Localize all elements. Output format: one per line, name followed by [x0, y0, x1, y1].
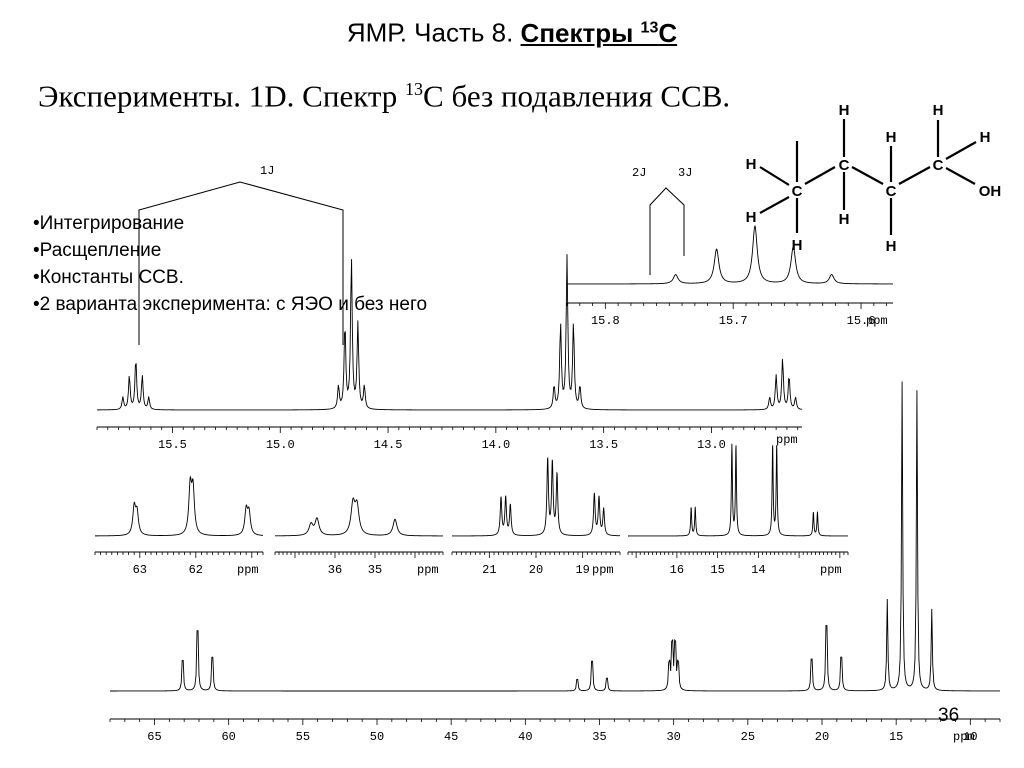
hydrogen-4: H [839, 102, 850, 119]
bullet-splitting: •Расщепление [33, 240, 162, 261]
tick-label: 10 [963, 730, 977, 744]
carbon-1: C [792, 183, 803, 200]
tick-label: 13.5 [589, 438, 618, 452]
tick-label: 15.6 [847, 314, 876, 328]
carbon-3: C [886, 183, 897, 200]
hydrogen-1: H [746, 156, 757, 173]
tick-label: 16 [670, 563, 684, 577]
ppm-unit-label: ppm [237, 563, 259, 577]
spectrum-exp-21: 21 20 19 ppm [451, 457, 621, 577]
spectrum-trace [95, 475, 264, 537]
tick-label: 19 [575, 563, 589, 577]
title-element: C [658, 17, 678, 48]
slide-subtitle: Эксперименты. 1D. Спектр 13C без подавле… [38, 70, 730, 115]
subtitle-suffix: C без подавления ССВ. [423, 78, 731, 114]
ppm-unit-label: ppm [820, 563, 842, 577]
tick-label: 36 [328, 563, 342, 577]
tick-label: 63 [133, 563, 147, 577]
tick-label: 21 [482, 563, 496, 577]
spectrum-exp-15.8: 15.5 15.0 14.5 14.0 13.5 13.0 ppm [96, 254, 803, 452]
title-prefix: ЯМР. Часть 8. [346, 17, 521, 48]
tick-label: 20 [815, 730, 829, 744]
bullet-integration: •Интегрирование [33, 213, 185, 234]
tick-label: 15.8 [591, 314, 620, 328]
tick-label: 35 [592, 730, 606, 744]
tick-label: 25 [741, 730, 755, 744]
ppm-unit-label: ppm [866, 314, 888, 328]
hydrogen-7: H [886, 238, 897, 255]
spectrum-exp-36: 36 35 ppm [274, 497, 444, 577]
tick-label: 45 [444, 730, 458, 744]
one-j-bracket [138, 181, 344, 345]
title-spectra: Спектры 13C [521, 18, 678, 48]
tick-label: 20 [529, 563, 543, 577]
hydroxyl-group: OH [979, 183, 1002, 200]
subtitle-isotope: 13 [405, 79, 424, 99]
hydrogen-6: H [886, 129, 897, 146]
spectrum-trace [451, 457, 620, 537]
hydrogen-5: H [839, 211, 850, 228]
tick-label: 62 [189, 563, 203, 577]
three-j-label: 3J [678, 166, 692, 180]
subtitle-prefix: Эксперименты. 1D. Спектр [38, 78, 406, 114]
ppm-unit-label: ppm [953, 730, 975, 744]
tick-label: 55 [296, 730, 310, 744]
tick-label: 30 [666, 730, 680, 744]
tick-label: 13.0 [697, 438, 726, 452]
carbon-4: C [933, 157, 944, 174]
tick-label: 50 [370, 730, 384, 744]
spectrum-exp-63: 63 62 ppm [94, 475, 264, 577]
ppm-unit-label: ppm [592, 563, 614, 577]
hydrogen-2: H [746, 209, 757, 226]
coupling-brackets [138, 181, 685, 345]
one-j-label: 1J [260, 164, 274, 178]
spectrum-trace [275, 497, 443, 537]
spectrum-trace [110, 381, 1000, 692]
tick-label: 15.5 [158, 438, 187, 452]
two-three-j-bracket [649, 187, 685, 275]
hydrogen-3: H [792, 237, 803, 254]
title-isotope: 13 [640, 19, 659, 36]
tick-label: 15.0 [266, 438, 295, 452]
bullet-list: •Интегрирование •Расщепление •Константы … [33, 210, 427, 318]
tick-label: 14 [751, 563, 765, 577]
hydrogen-9: H [980, 129, 991, 146]
carbon-2: C [839, 157, 850, 174]
bullet-coupling-constants: •Константы ССВ. [33, 267, 184, 288]
spectrum-trace [628, 443, 848, 537]
tick-label: 14.0 [481, 438, 510, 452]
title-spectra-word: Спектры [520, 17, 641, 48]
spectrum-trace [567, 224, 893, 285]
slide-title: ЯМР. Часть 8. Спектры 13C [0, 10, 1024, 51]
spectrum-trace [97, 254, 803, 411]
hydrogen-8: H [933, 102, 944, 119]
ppm-unit-label: ppm [417, 563, 439, 577]
tick-label: 60 [221, 730, 235, 744]
two-j-label: 2J [632, 166, 646, 180]
tick-label: 15 [889, 730, 903, 744]
tick-label: 14.5 [374, 438, 403, 452]
tick-label: 40 [518, 730, 532, 744]
tick-label: 35 [368, 563, 382, 577]
tick-label: 65 [147, 730, 161, 744]
bullet-experiment-variants: •2 варианта эксперимента: с ЯЭО и без не… [33, 294, 428, 315]
slide-number: 36 [938, 705, 960, 726]
spectrum-exp-16: 16 15 14 ppm [627, 443, 849, 577]
butanol-structure: C C C C H H H H H H H H H OH [746, 102, 1002, 255]
tick-label: 15.7 [719, 314, 748, 328]
ppm-unit-label: ppm [776, 433, 798, 447]
tick-label: 15 [710, 563, 724, 577]
